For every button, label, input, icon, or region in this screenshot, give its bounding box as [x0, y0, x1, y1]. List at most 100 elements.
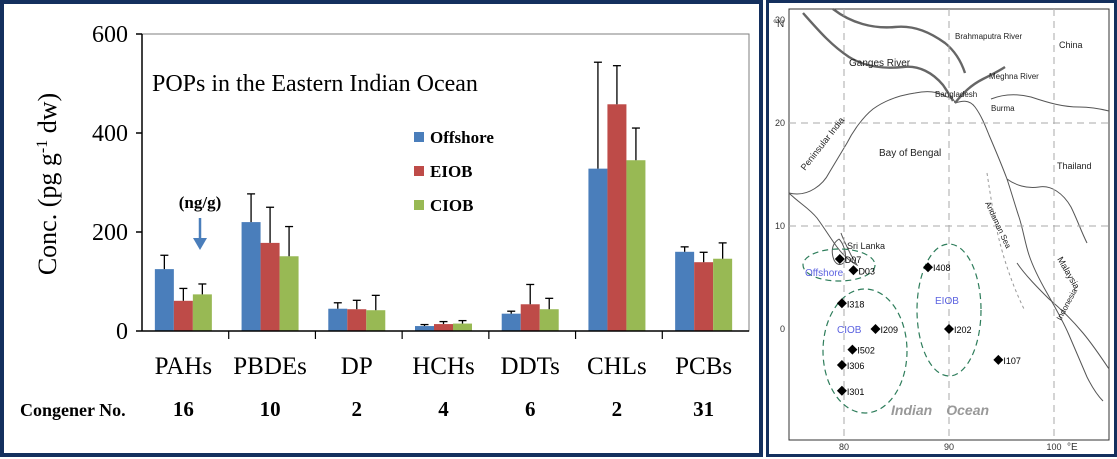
legend-swatch-offshore — [414, 132, 424, 142]
station-label-i408: I408 — [933, 263, 951, 273]
station-label-i107: I107 — [1003, 356, 1021, 366]
y-tick-label: 400 — [92, 121, 128, 147]
map-region-label: Brahmaputra River — [955, 32, 1022, 41]
map-region-label: Burma — [991, 104, 1015, 113]
map-region-label: Bay of Bengal — [879, 148, 941, 159]
bar-offshore-pbdes — [241, 222, 261, 331]
map-region-label: Thailand — [1057, 161, 1092, 171]
station-marker-i318 — [836, 298, 847, 309]
annotation-ng-per-g: (ng/g) — [179, 193, 222, 212]
bar-ciob-chls — [626, 160, 646, 331]
y-axis-label: Conc. (pg g-1 dw) — [33, 93, 62, 275]
station-label-i209: I209 — [881, 325, 899, 335]
legend-swatch-ciob — [414, 200, 424, 210]
station-marker-i408 — [923, 262, 933, 273]
latitude-tick-label: 20 — [775, 118, 785, 128]
congener-number-pbdes: 10 — [260, 397, 281, 421]
station-label-i502: I502 — [857, 346, 875, 356]
longitude-tick-label: 90 — [944, 442, 954, 452]
annotation-arrow — [193, 218, 207, 250]
map-group-label-offshore: Offshore — [805, 268, 844, 279]
chart-title: POPs in the Eastern Indian Ocean — [152, 71, 478, 97]
bar-chart-panel: 0 200 400 600 PAHs PBDEs DP HCHs DDTs CHLs PCBs PO… — [0, 0, 763, 457]
bar-offshore-pcbs — [675, 251, 695, 331]
legend-label-offshore: Offshore — [430, 128, 494, 147]
station-label-i301: I301 — [847, 387, 865, 397]
y-axis-label-superscript: -1 — [34, 140, 51, 153]
congener-number-chls: 2 — [612, 397, 623, 421]
bar-ciob-pahs — [192, 294, 212, 331]
station-label-i202: I202 — [954, 325, 972, 335]
bar-ciob-dp — [366, 310, 386, 331]
map-region-label: Sri Lanka — [847, 241, 885, 251]
congener-label: Congener No. — [20, 400, 126, 420]
x-tick-label-ddts: DDTs — [501, 353, 560, 380]
coastlines — [788, 91, 1110, 402]
bar-chart: 0 200 400 600 PAHs PBDEs DP HCHs DDTs CHLs PCBs PO… — [20, 22, 750, 421]
map-region-label: China — [1059, 40, 1083, 50]
y-axis-label-main: Conc. (pg g — [33, 153, 62, 275]
x-tick-label-pbdes: PBDEs — [233, 353, 307, 380]
station-label-i318: I318 — [847, 299, 865, 309]
station-map: 80 90 100 0 10 20 30°N °E China Brahmaputra Rive… — [769, 3, 1114, 454]
x-tick-label-pahs: PAHs — [155, 353, 212, 380]
bar-offshore-pahs — [154, 269, 174, 331]
legend-label-ciob: CIOB — [430, 196, 473, 215]
station-marker-i209 — [870, 324, 881, 334]
longitude-unit-label: °E — [1067, 442, 1078, 453]
bar-ciob-ddts — [539, 309, 559, 331]
bar-eiob-hchs — [434, 324, 453, 331]
legend-label-eiob: EIOB — [430, 162, 473, 181]
chart-legend: Offshore EIOB CIOB — [414, 128, 494, 215]
x-tick-label-dp: DP — [341, 353, 373, 380]
congener-number-pahs: 16 — [173, 397, 194, 421]
bar-offshore-ddts — [501, 313, 521, 331]
bar-ciob-pcbs — [713, 258, 733, 331]
y-tick-label: 0 — [116, 319, 128, 345]
latitude-unit-label: °N — [773, 19, 784, 30]
bar-offshore-dp — [328, 308, 348, 331]
map-group-label-eiob: EIOB — [935, 296, 959, 307]
bar-offshore-hchs — [415, 326, 434, 331]
station-marker-d07 — [834, 253, 845, 264]
congener-number-dp: 2 — [352, 397, 363, 421]
congener-number-hchs: 4 — [438, 397, 449, 421]
x-tick-label-hchs: HCHs — [412, 353, 475, 380]
bar-ciob-hchs — [453, 323, 472, 331]
longitude-tick-label: 100 — [1046, 442, 1061, 452]
bar-eiob-pbdes — [260, 242, 280, 331]
station-marker-i306 — [836, 360, 847, 371]
latitude-tick-label: 10 — [775, 221, 785, 231]
y-tick-label: 600 — [92, 22, 128, 48]
station-marker-i301 — [836, 385, 847, 396]
map-group-label-ciob: CIOB — [837, 325, 862, 336]
station-marker-i202 — [944, 324, 954, 334]
bar-ciob-pbdes — [279, 256, 299, 331]
latitude-tick-label: 0 — [780, 324, 785, 334]
station-label-i306: I306 — [847, 361, 865, 371]
legend-swatch-eiob — [414, 166, 424, 176]
bar-eiob-chls — [607, 104, 627, 331]
bar-eiob-pahs — [173, 300, 193, 331]
bar-offshore-chls — [588, 168, 608, 331]
map-region-label: Meghna River — [989, 72, 1039, 81]
bar-eiob-pcbs — [694, 262, 714, 331]
ocean-label: Indian Ocean — [891, 402, 989, 418]
x-tick-label-pcbs: PCBs — [675, 353, 732, 380]
station-map-panel: 80 90 100 0 10 20 30 °N °E China Brahmaputra Rive… — [766, 0, 1117, 457]
congener-number-pcbs: 31 — [693, 397, 714, 421]
station-marker-i107 — [993, 354, 1004, 365]
station-label-d03: D03 — [858, 266, 875, 276]
sampling-group-ellipses — [802, 243, 982, 414]
y-axis-label-tail: dw) — [33, 93, 62, 140]
y-tick-label: 200 — [92, 220, 128, 246]
congener-number-row: 16 10 2 4 6 2 31 — [173, 397, 714, 421]
latitude-tick-label: 30 — [775, 15, 785, 25]
station-marker-i502 — [847, 344, 858, 355]
rivers — [802, 8, 1006, 104]
station-label-d07: D07 — [845, 255, 862, 265]
bar-eiob-ddts — [520, 304, 540, 331]
longitude-tick-label: 80 — [839, 442, 849, 452]
map-region-label: Ganges River — [849, 58, 911, 69]
congener-number-ddts: 6 — [525, 397, 536, 421]
